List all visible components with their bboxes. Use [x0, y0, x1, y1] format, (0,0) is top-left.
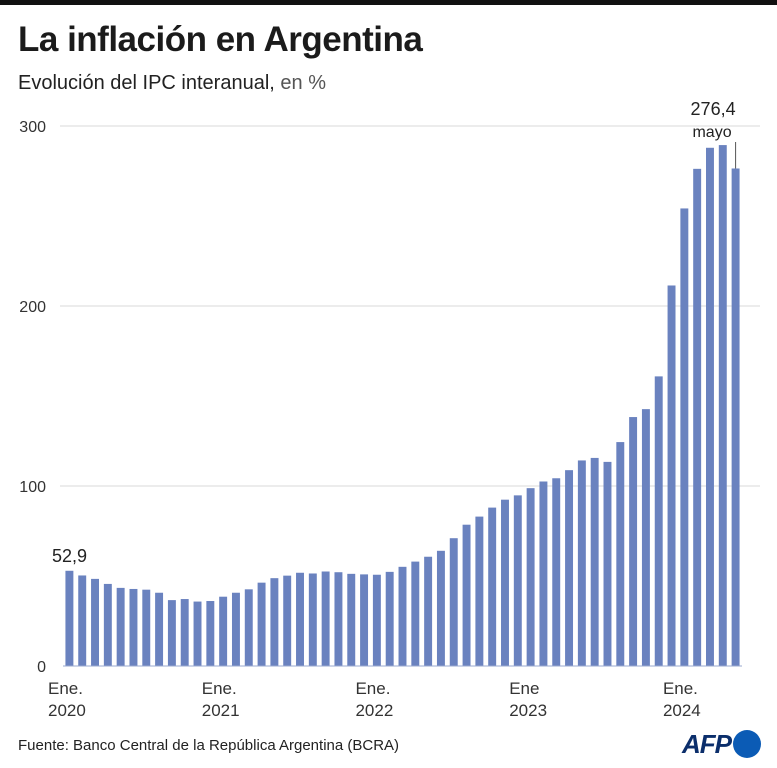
- bar: [180, 599, 189, 666]
- chart-subtitle: Evolución del IPC interanual, en %: [18, 72, 326, 95]
- bar: [731, 168, 740, 667]
- x-tick-label-month: Ene.: [48, 679, 83, 698]
- bar: [385, 571, 394, 666]
- bar: [219, 596, 228, 666]
- bar: [603, 461, 612, 666]
- bar: [590, 457, 599, 666]
- bar: [411, 561, 420, 666]
- x-tick-label-year: 2020: [48, 701, 86, 720]
- x-tick-label-month: Ene: [509, 679, 539, 698]
- bar: [296, 572, 304, 666]
- bar: [449, 538, 458, 666]
- bar: [475, 516, 484, 666]
- bar: [193, 601, 202, 666]
- top-rule: [0, 0, 777, 5]
- bar: [718, 145, 727, 666]
- subtitle-unit: en %: [280, 72, 326, 94]
- bar: [91, 578, 99, 666]
- bar: [552, 478, 561, 666]
- bar: [142, 589, 151, 666]
- bar: [116, 587, 125, 666]
- bar: [65, 570, 74, 666]
- bar: [308, 573, 317, 666]
- x-tick-label-month: Ene.: [202, 679, 237, 698]
- afp-logo: AFP: [682, 729, 761, 759]
- bar: [129, 588, 138, 666]
- bar: [155, 592, 164, 666]
- bar: [360, 574, 369, 666]
- bar: [667, 285, 676, 666]
- bar: [270, 578, 279, 666]
- y-tick-label: 0: [37, 659, 46, 676]
- bar: [321, 571, 330, 666]
- bar: [513, 495, 522, 666]
- bar: [424, 556, 433, 666]
- data-label-first: 52,9: [52, 546, 87, 566]
- y-tick-label: 100: [19, 479, 46, 496]
- bar: [334, 572, 343, 666]
- bar: [167, 600, 176, 666]
- bar: [231, 592, 240, 666]
- bar: [629, 417, 638, 666]
- bar: [347, 573, 356, 666]
- bar: [577, 460, 586, 666]
- bar: [693, 168, 702, 666]
- bar: [641, 409, 650, 666]
- bar: [436, 550, 445, 666]
- bar: [565, 470, 574, 666]
- bar: [680, 208, 689, 666]
- x-tick-label-month: Ene.: [663, 679, 698, 698]
- x-tick-label-month: Ene.: [355, 679, 390, 698]
- bar: [103, 583, 112, 666]
- bar: [654, 376, 663, 666]
- logo-text: AFP: [682, 728, 732, 759]
- bar: [539, 481, 548, 666]
- bar: [526, 488, 535, 666]
- bar: [372, 574, 381, 666]
- logo-dot-icon: [733, 730, 761, 758]
- bar: [244, 589, 253, 666]
- bar: [462, 524, 471, 666]
- bar: [283, 575, 292, 666]
- x-tick-label-year: 2024: [663, 701, 701, 720]
- bar: [206, 601, 215, 666]
- bar: [488, 507, 497, 666]
- data-label-last: 276,4: [691, 99, 736, 119]
- y-tick-label: 300: [19, 119, 46, 136]
- chart-title: La inflación en Argentina: [18, 20, 423, 59]
- x-tick-label-year: 2022: [355, 701, 393, 720]
- bar: [706, 147, 714, 666]
- x-tick-label-year: 2021: [202, 701, 240, 720]
- bar: [398, 566, 407, 666]
- x-tick-label-year: 2023: [509, 701, 547, 720]
- bar: [78, 575, 87, 666]
- data-label-last-month: mayo: [692, 124, 731, 141]
- y-tick-label: 200: [19, 299, 46, 316]
- bar: [257, 582, 266, 666]
- source-note: Fuente: Banco Central de la República Ar…: [18, 737, 400, 754]
- bar: [501, 499, 509, 666]
- subtitle-text: Evolución del IPC interanual,: [18, 72, 275, 94]
- bar: [616, 442, 625, 666]
